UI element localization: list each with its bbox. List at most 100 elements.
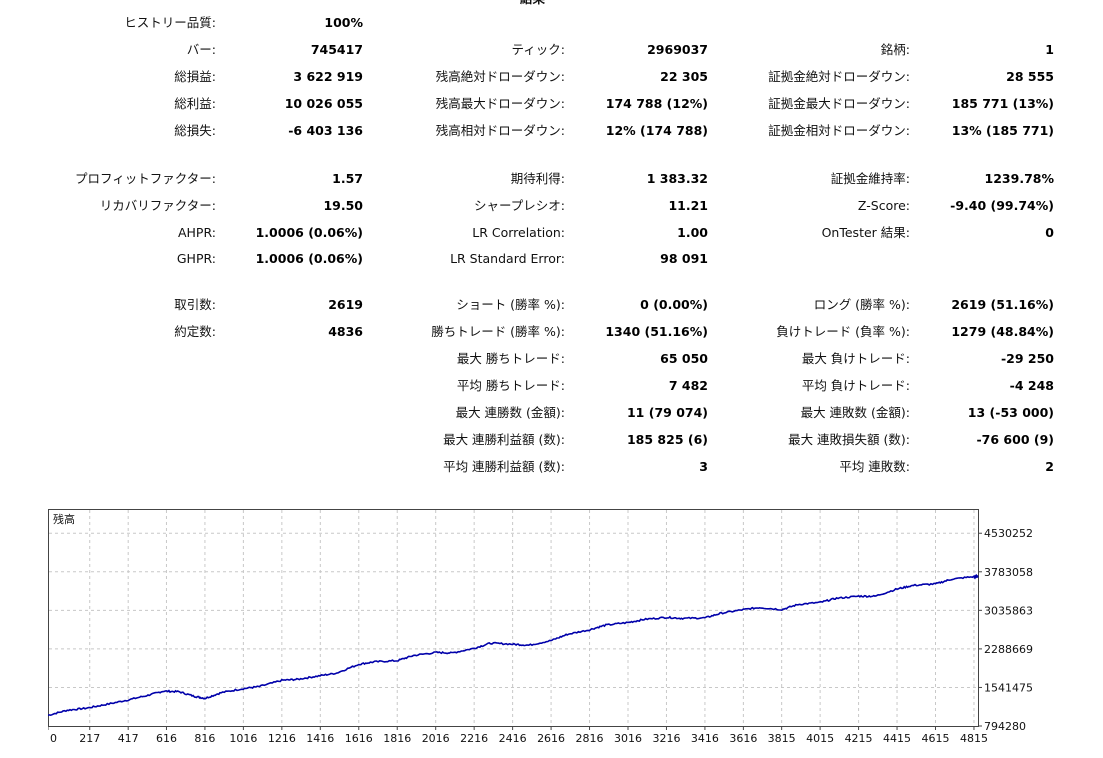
y-tick-label: 2288669 [984, 643, 1033, 656]
stat-value-bars: 745417 [310, 42, 363, 57]
stat-label-z_score: Z-Score: [857, 198, 910, 213]
x-tick-label: 4015 [806, 732, 834, 745]
stat-label-gross_loss: 総損失: [174, 123, 216, 138]
stat-label-ontester: OnTester 結果: [821, 225, 910, 240]
x-tick-label: 816 [194, 732, 215, 745]
x-tick-label: 4415 [883, 732, 911, 745]
stat-value-sharpe: 11.21 [668, 198, 708, 213]
stat-value-total_trades: 2619 [328, 297, 363, 312]
x-tick-label: 1016 [229, 732, 257, 745]
chart-title: 残高 [53, 512, 75, 526]
stat-value-avg_profit: 7 482 [668, 378, 708, 393]
stat-label-gross_profit: 総利益: [174, 96, 216, 111]
x-tick-label: 616 [156, 732, 177, 745]
x-tick-label: 3016 [614, 732, 642, 745]
stat-label-ahpr: AHPR: [177, 225, 216, 240]
stat-value-total_net_profit: 3 622 919 [293, 69, 363, 84]
stat-label-largest_loss: 最大 負けトレード: [801, 351, 910, 366]
stat-label-ticks: ティック: [511, 42, 565, 57]
stat-value-margin_level: 1239.78% [984, 171, 1054, 186]
x-tick-label: 4215 [845, 732, 873, 745]
balance-chart-svg: 残高 4530252 3783058 3035863 2288669 1541475 79… [48, 509, 1033, 745]
x-tick-label: 1216 [268, 732, 296, 745]
x-tick-label: 2816 [576, 732, 604, 745]
x-tick-label: 1816 [383, 732, 411, 745]
stat-value-ghpr: 1.0006 (0.06%) [255, 251, 363, 266]
stat-value-max_consec_loss: -76 600 (9) [976, 432, 1054, 447]
stat-label-total_net_profit: 総損益: [174, 69, 216, 84]
balance-series-line [48, 573, 979, 717]
stat-value-gross_profit: 10 026 055 [284, 96, 363, 111]
x-tick-label: 3416 [691, 732, 719, 745]
stat-label-profit_factor: プロフィットファクター: [75, 171, 216, 186]
stat-value-recovery_factor: 19.50 [323, 198, 363, 213]
stat-label-avg_consec_losses: 平均 連敗数: [839, 459, 910, 474]
stat-value-avg_consec_losses: 2 [1045, 459, 1054, 474]
y-tick-label: 1541475 [984, 681, 1033, 694]
stat-label-max_consec_loss: 最大 連敗損失額 (数): [788, 432, 910, 447]
stat-label-max_consec_wins: 最大 連勝数 (金額): [455, 405, 565, 420]
stat-value-long_trades: 2619 (51.16%) [951, 297, 1054, 312]
stat-value-ontester: 0 [1045, 225, 1054, 240]
stat-label-balance_dd_rel: 残高相対ドローダウン: [435, 123, 565, 138]
stat-value-largest_profit: 65 050 [660, 351, 708, 366]
stat-label-total_trades: 取引数: [174, 297, 216, 312]
stat-label-balance_dd_max: 残高最大ドローダウン: [435, 96, 565, 111]
balance-chart: 残高 4530252 3783058 3035863 2288669 1541475 79… [48, 509, 1103, 758]
page-header-partial: 結果 [520, 0, 580, 7]
stat-value-lr_corr: 1.00 [677, 225, 708, 240]
x-tick-label: 2616 [537, 732, 565, 745]
stat-value-max_consec_wins: 11 (79 074) [626, 405, 708, 420]
stat-value-avg_loss: -4 248 [1009, 378, 1054, 393]
x-tick-label: 2216 [460, 732, 488, 745]
stat-value-max_consec_losses: 13 (-53 000) [967, 405, 1054, 420]
stat-value-total_deals: 4836 [328, 324, 363, 339]
stat-label-balance_dd_abs: 残高絶対ドローダウン: [435, 69, 565, 84]
stat-label-max_consec_losses: 最大 連敗数 (金額): [800, 405, 910, 420]
stat-value-equity_dd_max: 185 771 (13%) [951, 96, 1054, 111]
stat-value-equity_dd_abs: 28 555 [1006, 69, 1054, 84]
stat-value-lr_std_err: 98 091 [660, 251, 708, 266]
x-axis-ticks: 0 217 417 616 816 1016 1216 1416 1616 1816 2016 221… [48, 726, 988, 745]
y-tick-label: 3035863 [984, 604, 1033, 617]
x-tick-label: 1416 [306, 732, 334, 745]
stat-value-symbols: 1 [1045, 42, 1054, 57]
x-tick-label: 3616 [729, 732, 757, 745]
y-tick-label: 794280 [984, 720, 1026, 733]
stat-value-gross_loss: -6 403 136 [288, 123, 363, 138]
x-tick-label: 217 [79, 732, 100, 745]
x-tick-label: 4615 [922, 732, 950, 745]
stat-label-loss_trades: 負けトレード (負率 %): [776, 324, 910, 339]
stat-label-equity_dd_rel: 証拠金相対ドローダウン: [768, 123, 910, 138]
stat-value-profit_trades: 1340 (51.16%) [605, 324, 708, 339]
y-tick-label: 4530252 [984, 527, 1033, 540]
x-tick-label: 417 [118, 732, 139, 745]
stat-label-equity_dd_abs: 証拠金絶対ドローダウン: [768, 69, 910, 84]
stat-value-history_quality: 100% [324, 15, 363, 30]
stat-value-ticks: 2969037 [647, 42, 708, 57]
stat-value-z_score: -9.40 (99.74%) [950, 198, 1054, 213]
stat-value-balance_dd_abs: 22 305 [660, 69, 708, 84]
stat-label-recovery_factor: リカバリファクター: [99, 198, 216, 213]
x-tick-label: 2016 [422, 732, 450, 745]
stat-label-margin_level: 証拠金維持率: [830, 171, 910, 186]
stat-value-max_consec_profit: 185 825 (6) [626, 432, 708, 447]
stat-label-short_trades: ショート (勝率 %): [456, 297, 565, 312]
stat-value-expected_payoff: 1 383.32 [646, 171, 708, 186]
stat-label-lr_std_err: LR Standard Error: [450, 251, 565, 266]
stat-label-symbols: 銘柄: [880, 42, 910, 57]
stat-label-avg_consec_wins: 平均 連勝利益額 (数): [443, 459, 565, 474]
stat-label-equity_dd_max: 証拠金最大ドローダウン: [768, 96, 910, 111]
stat-value-largest_loss: -29 250 [1000, 351, 1054, 366]
stat-label-largest_profit: 最大 勝ちトレード: [456, 351, 565, 366]
x-tick-label: 3815 [768, 732, 796, 745]
stat-label-long_trades: ロング (勝率 %): [813, 297, 910, 312]
stat-value-profit_factor: 1.57 [332, 171, 363, 186]
x-tick-label: 2416 [499, 732, 527, 745]
stat-label-avg_loss: 平均 負けトレード: [801, 378, 910, 393]
y-tick-label: 3783058 [984, 566, 1033, 579]
chart-grid [49, 510, 978, 726]
stat-label-ghpr: GHPR: [176, 251, 216, 266]
x-tick-label: 4815 [960, 732, 988, 745]
y-axis-ticks: 4530252 3783058 3035863 2288669 1541475 79428… [978, 527, 1033, 733]
